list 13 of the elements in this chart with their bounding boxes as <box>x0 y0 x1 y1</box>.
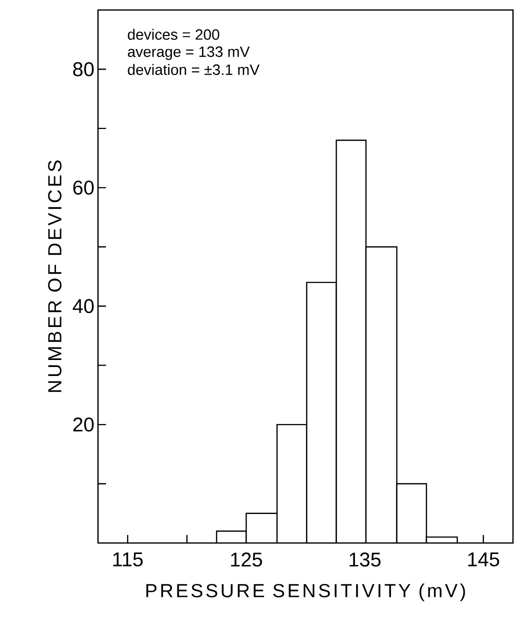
y-tick-label: 60 <box>73 180 94 195</box>
y-tick-label: 80 <box>73 62 94 76</box>
x-tick-label: 145 <box>468 552 500 566</box>
y-tick-label: 40 <box>72 299 94 314</box>
y-tick-label: 20 <box>73 418 94 432</box>
y-axis-title: NUMBER OF DEVICES <box>48 160 62 392</box>
x-tick-label: 125 <box>231 552 262 567</box>
x-tick-label: 115 <box>113 552 143 566</box>
x-tick-label: 135 <box>350 552 381 567</box>
annotation: devices = 200 <box>128 28 220 40</box>
annotation: deviation = ±3.1 mV <box>128 64 260 75</box>
annotation: average = 133 mV <box>128 46 250 60</box>
x-axis-title: PRESSURE SENSITIVITY (mV) <box>146 583 465 602</box>
